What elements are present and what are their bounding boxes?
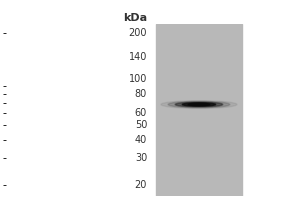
- Ellipse shape: [182, 103, 216, 106]
- Text: 100: 100: [129, 74, 147, 84]
- Text: 40: 40: [135, 135, 147, 145]
- Text: 140: 140: [129, 52, 147, 62]
- Text: 80: 80: [135, 89, 147, 99]
- Ellipse shape: [168, 101, 230, 108]
- Text: 200: 200: [129, 28, 147, 38]
- Text: 50: 50: [135, 120, 147, 130]
- Text: 60: 60: [135, 108, 147, 118]
- Ellipse shape: [188, 103, 210, 106]
- Text: 30: 30: [135, 153, 147, 163]
- Text: 20: 20: [135, 180, 147, 190]
- Text: kDa: kDa: [123, 13, 147, 23]
- Ellipse shape: [175, 102, 223, 107]
- Bar: [156, 24, 242, 196]
- Ellipse shape: [161, 101, 237, 108]
